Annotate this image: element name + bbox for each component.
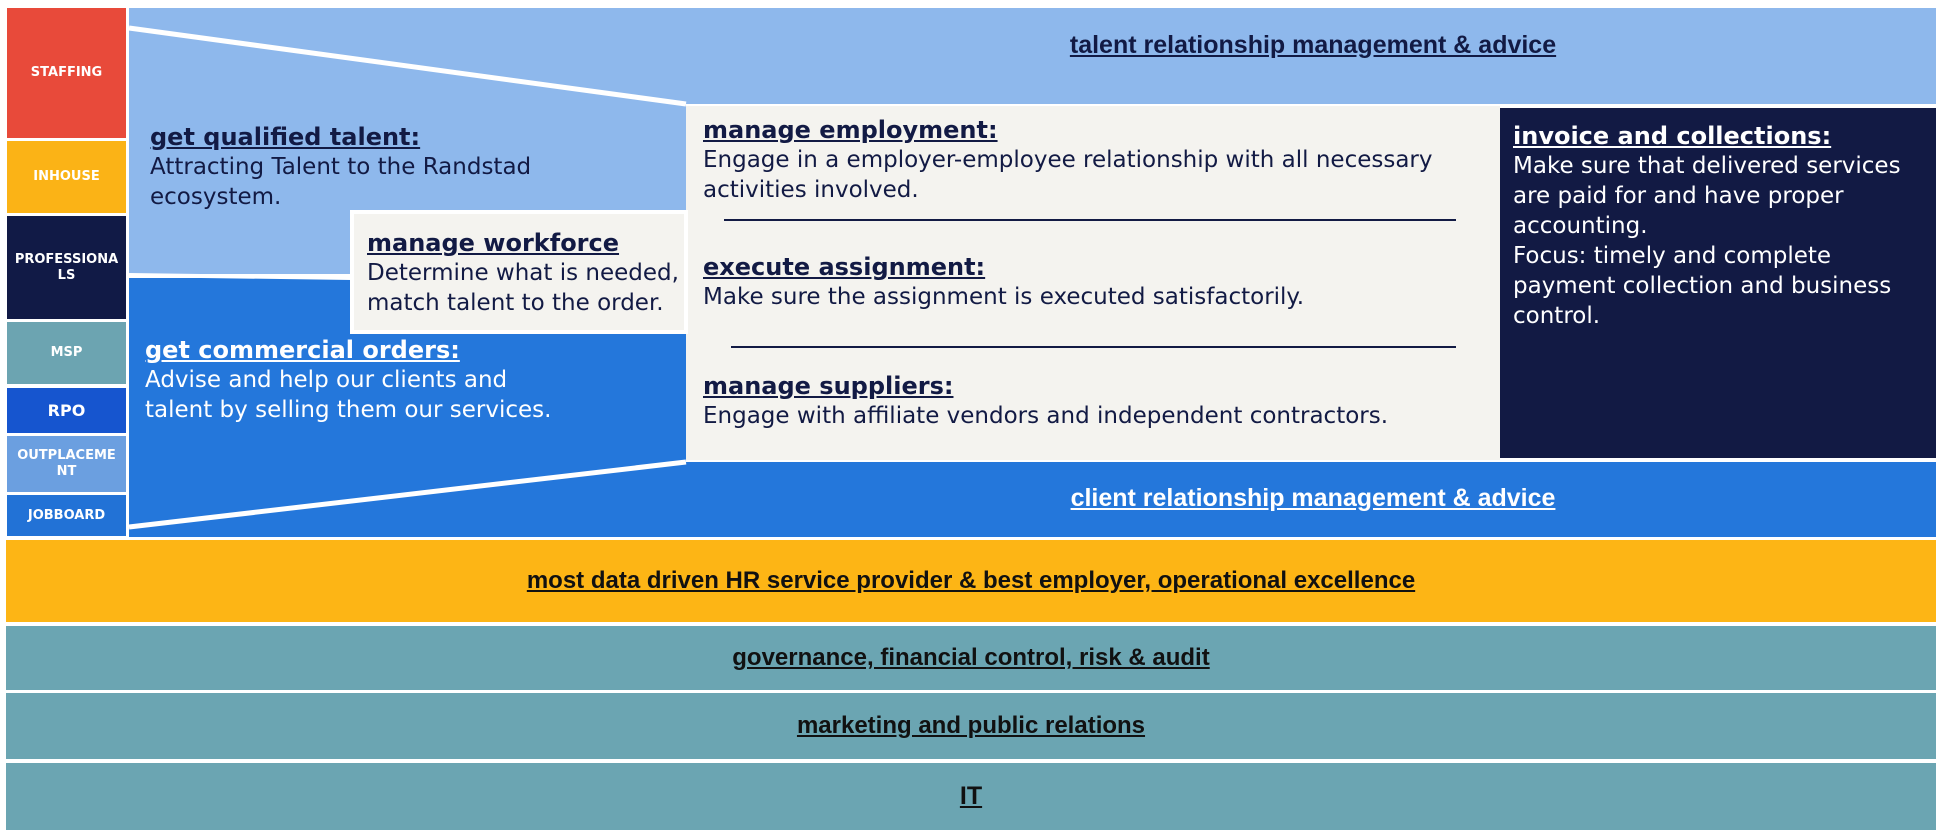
funnel-top-edge <box>128 25 687 107</box>
assignment-block: execute assignment: Make sure the assign… <box>703 252 1463 312</box>
sidebar-item-inhouse: INHOUSE <box>7 141 126 213</box>
employment-text: Engage in a employer-employee relationsh… <box>703 147 1433 203</box>
invoice-panel <box>1500 108 1936 458</box>
sidebar-item-msp: MSP <box>7 322 126 384</box>
talent-relationship-band-label: talent relationship management & advice <box>1069 30 1557 59</box>
divider-line <box>731 346 1456 348</box>
commercial-orders-block: get commercial orders: Advise and help o… <box>145 335 575 425</box>
commercial-orders-text: Advise and help our clients and talent b… <box>145 367 552 423</box>
qualified-talent-heading: get qualified talent: <box>150 123 421 151</box>
excellence-band: most data driven HR service provider & b… <box>6 540 1936 622</box>
invoice-block: invoice and collections: Make sure that … <box>1513 121 1918 331</box>
talent-funnel-shape <box>129 8 1936 274</box>
sidebar-item-rpo: RPO <box>7 388 126 433</box>
sidebar-item-outplacement: OUTPLACEMENT <box>7 436 126 492</box>
invoice-text: Make sure that delivered services are pa… <box>1513 153 1901 239</box>
sidebar-item-jobboard: JOBBOARD <box>7 495 126 536</box>
funnel-bottom-edge <box>128 459 687 530</box>
workforce-heading: manage workforce <box>367 229 620 257</box>
qualified-talent-block: get qualified talent: Attracting Talent … <box>150 122 550 212</box>
marketing-band: marketing and public relations <box>6 693 1936 759</box>
divider-line <box>724 219 1456 221</box>
invoice-focus-text: Focus: timely and complete payment colle… <box>1513 243 1892 329</box>
sidebar-item-staffing: STAFFING <box>7 8 126 138</box>
suppliers-heading: manage suppliers: <box>703 372 954 400</box>
workforce-panel <box>352 214 686 330</box>
qualified-talent-text: Attracting Talent to the Randstad ecosys… <box>150 154 532 210</box>
assignment-text: Make sure the assignment is executed sat… <box>703 284 1305 310</box>
workforce-text: Determine what is needed, match talent t… <box>367 260 679 316</box>
workforce-panel-border <box>350 210 688 334</box>
client-relationship-band-label: client relationship management & advice <box>1070 483 1556 512</box>
workforce-block: manage workforce Determine what is neede… <box>367 228 683 318</box>
employment-heading: manage employment: <box>703 116 998 144</box>
employment-block: manage employment: Engage in a employer-… <box>703 115 1463 205</box>
governance-band: governance, financial control, risk & au… <box>6 626 1936 690</box>
center-panel <box>686 106 1500 460</box>
commercial-orders-heading: get commercial orders: <box>145 336 460 364</box>
suppliers-text: Engage with affiliate vendors and indepe… <box>703 403 1389 429</box>
it-band: IT <box>6 763 1936 830</box>
funnel-split-line <box>128 273 353 280</box>
invoice-heading: invoice and collections: <box>1513 122 1832 150</box>
assignment-heading: execute assignment: <box>703 253 986 281</box>
suppliers-block: manage suppliers: Engage with affiliate … <box>703 371 1463 431</box>
sidebar-item-professionals: PROFESSIONALS <box>7 216 126 319</box>
